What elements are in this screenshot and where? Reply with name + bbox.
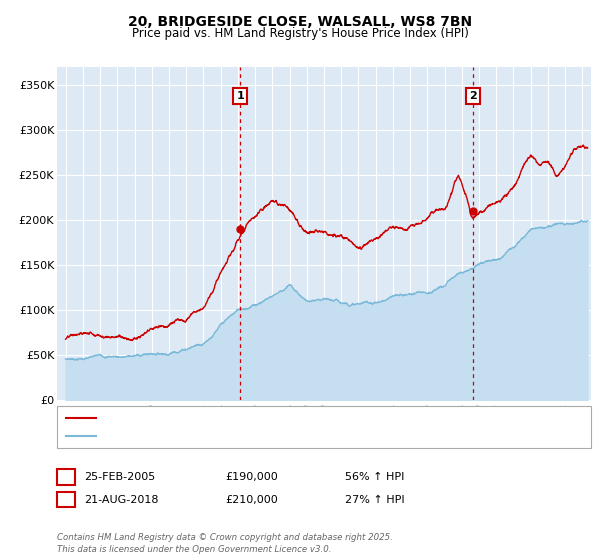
Text: Contains HM Land Registry data © Crown copyright and database right 2025.
This d: Contains HM Land Registry data © Crown c… xyxy=(57,533,393,554)
Text: 1: 1 xyxy=(236,91,244,101)
Text: 56% ↑ HPI: 56% ↑ HPI xyxy=(345,472,404,482)
Text: 2: 2 xyxy=(62,493,70,506)
Text: 20, BRIDGESIDE CLOSE, WALSALL, WS8 7BN (semi-detached house): 20, BRIDGESIDE CLOSE, WALSALL, WS8 7BN (… xyxy=(100,413,433,423)
Text: £210,000: £210,000 xyxy=(225,494,278,505)
Text: HPI: Average price, semi-detached house, Walsall: HPI: Average price, semi-detached house,… xyxy=(100,431,343,441)
Text: £190,000: £190,000 xyxy=(225,472,278,482)
Text: 20, BRIDGESIDE CLOSE, WALSALL, WS8 7BN: 20, BRIDGESIDE CLOSE, WALSALL, WS8 7BN xyxy=(128,15,472,29)
Text: 25-FEB-2005: 25-FEB-2005 xyxy=(84,472,155,482)
Text: 1: 1 xyxy=(62,470,70,484)
Text: 21-AUG-2018: 21-AUG-2018 xyxy=(84,494,158,505)
Text: 2: 2 xyxy=(469,91,477,101)
Text: 27% ↑ HPI: 27% ↑ HPI xyxy=(345,494,404,505)
Text: Price paid vs. HM Land Registry's House Price Index (HPI): Price paid vs. HM Land Registry's House … xyxy=(131,27,469,40)
